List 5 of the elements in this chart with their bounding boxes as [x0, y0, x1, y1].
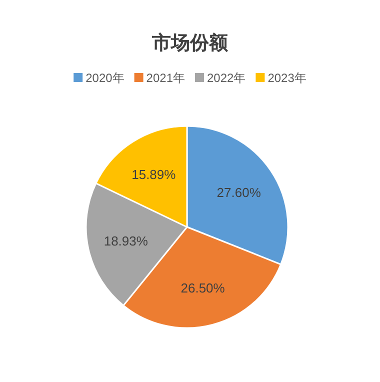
legend-label: 2022年 — [207, 71, 246, 85]
legend-label: 2021年 — [146, 71, 185, 85]
title: 市场份额 — [152, 32, 228, 54]
legend-label: 2020年 — [86, 71, 124, 85]
legend-label: 2023年 — [268, 71, 306, 85]
